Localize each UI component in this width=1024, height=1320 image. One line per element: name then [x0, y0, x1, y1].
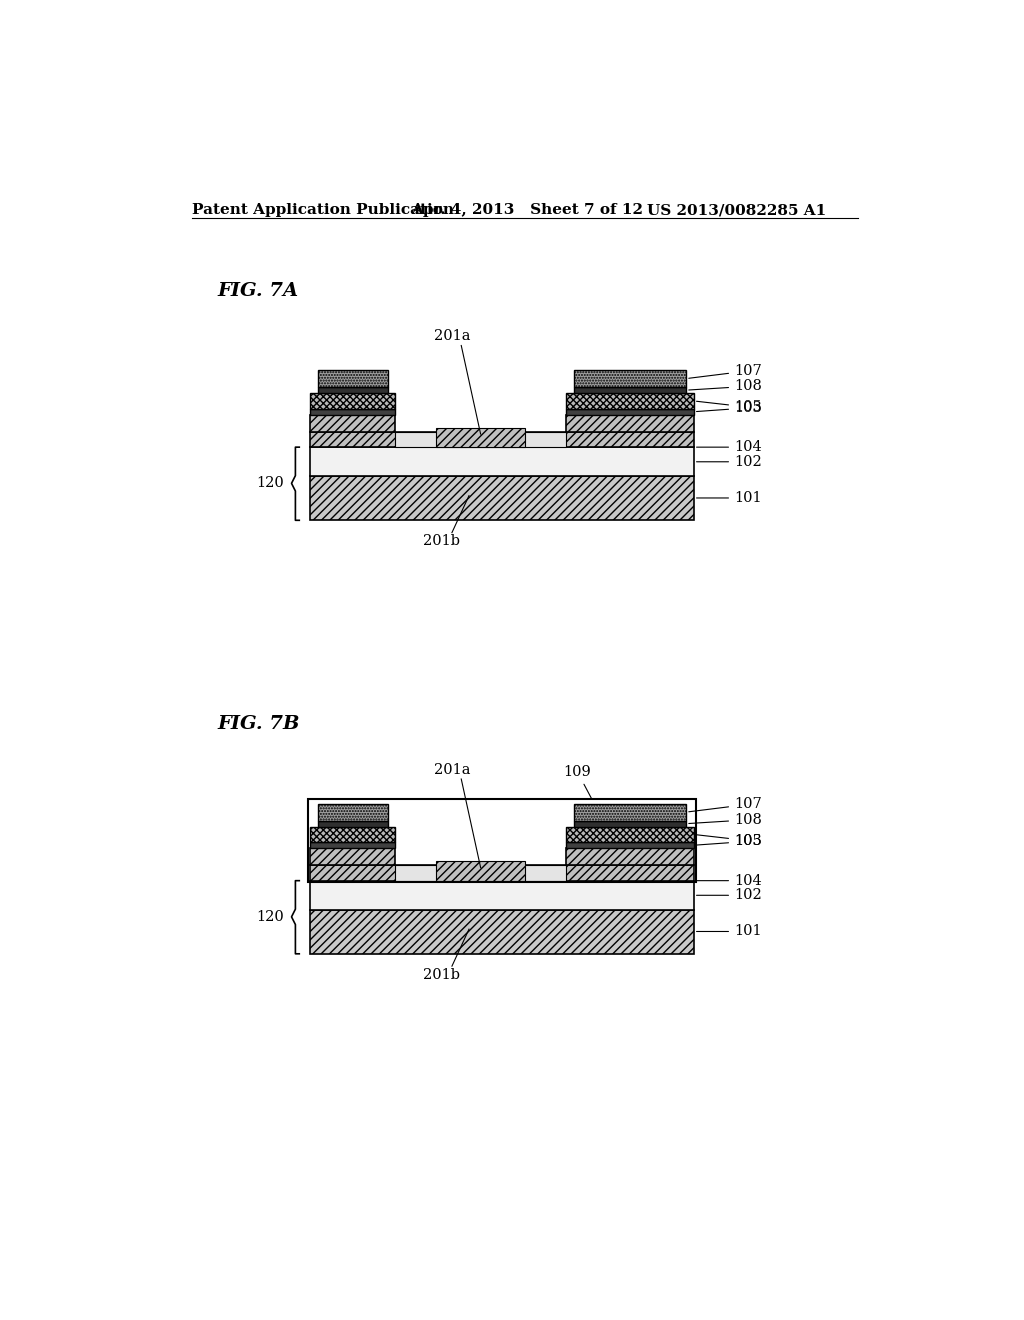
Text: 104: 104	[696, 874, 762, 887]
Text: 101: 101	[696, 491, 762, 506]
Bar	[310, 432, 693, 447]
Bar	[310, 909, 693, 954]
Text: 108: 108	[689, 813, 762, 826]
Bar	[566, 393, 693, 409]
Bar	[395, 432, 566, 447]
Bar	[566, 826, 693, 842]
Bar	[310, 880, 693, 909]
Text: 201a: 201a	[434, 763, 470, 776]
Bar	[573, 387, 686, 393]
Bar	[310, 477, 693, 520]
Bar	[566, 849, 693, 866]
Bar	[310, 447, 693, 477]
Bar	[308, 799, 696, 882]
Text: Apr. 4, 2013   Sheet 7 of 12: Apr. 4, 2013 Sheet 7 of 12	[411, 203, 643, 216]
Bar	[317, 804, 388, 821]
Text: 120: 120	[256, 477, 284, 490]
Text: 105: 105	[696, 834, 762, 847]
Text: 120: 120	[256, 909, 284, 924]
Bar	[310, 842, 395, 849]
Text: Patent Application Publication: Patent Application Publication	[191, 203, 454, 216]
Bar	[395, 866, 566, 880]
Bar	[317, 821, 388, 826]
Bar	[310, 414, 395, 432]
Bar	[566, 409, 693, 414]
Text: 201b: 201b	[423, 535, 461, 548]
Text: 105: 105	[696, 400, 762, 414]
Bar	[566, 414, 693, 432]
Bar	[310, 409, 395, 414]
Text: 101: 101	[696, 924, 762, 939]
Bar	[317, 387, 388, 393]
Bar	[573, 804, 686, 821]
Text: 109: 109	[563, 766, 592, 799]
Bar	[310, 849, 395, 866]
Bar	[310, 866, 693, 880]
Bar	[573, 370, 686, 387]
Bar	[573, 821, 686, 826]
Text: FIG. 7B: FIG. 7B	[217, 715, 300, 733]
Bar	[310, 393, 395, 409]
Text: US 2013/0082285 A1: US 2013/0082285 A1	[647, 203, 826, 216]
Text: 201b: 201b	[423, 968, 461, 982]
Text: 108: 108	[689, 379, 762, 393]
Text: 104: 104	[696, 440, 762, 454]
Bar	[436, 862, 524, 880]
Text: 107: 107	[689, 797, 762, 812]
Text: 102: 102	[696, 455, 762, 469]
Text: 102: 102	[696, 888, 762, 903]
Bar	[436, 428, 524, 447]
Text: 107: 107	[689, 364, 762, 379]
Text: FIG. 7A: FIG. 7A	[217, 281, 298, 300]
Bar	[317, 370, 388, 387]
Text: 103: 103	[696, 401, 762, 414]
Text: 201a: 201a	[434, 329, 470, 343]
Bar	[566, 842, 693, 849]
Text: 103: 103	[696, 834, 762, 849]
Bar	[310, 826, 395, 842]
